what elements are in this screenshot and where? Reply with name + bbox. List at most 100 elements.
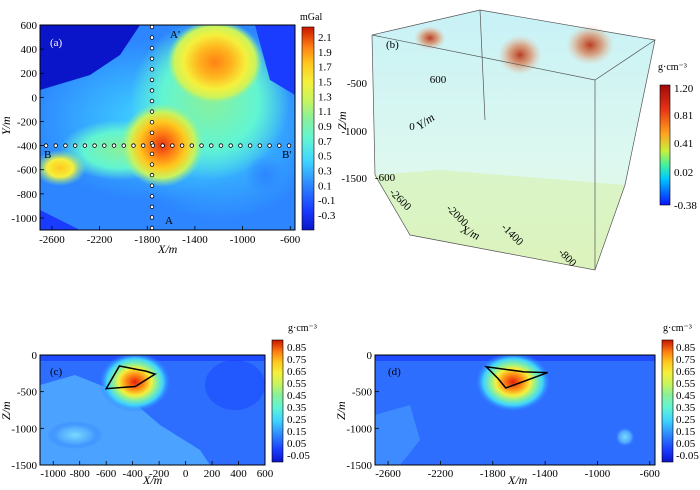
panel-c-colorbar — [271, 339, 284, 463]
profile-point — [82, 143, 88, 148]
panel-c-section — [40, 355, 265, 465]
panel-a-colorbar-labels: 2.1 1.9 1.7 1.5 1.3 1.1 0.9 0.7 0.5 0.3 0.1 -0.1 -0.… — [318, 32, 336, 222]
profile-point — [179, 143, 185, 148]
x-tick-label: -400 — [123, 468, 144, 480]
x-tick-label: -1400 — [182, 234, 208, 246]
panel-d-xlabel: X/m — [507, 473, 528, 487]
panel-d: (d) -2600 -2200 -1800 -1400 -1000 -600 0 -500 -… — [334, 323, 699, 487]
panel-d-body-outline — [484, 365, 548, 389]
panel-b-colorbar-title: g·cm⁻³ — [658, 62, 687, 73]
label-a-prime: A' — [170, 29, 180, 41]
panel-c-colorbar-title: g·cm⁻³ — [288, 323, 317, 334]
panel-c-tag: (c) — [50, 366, 63, 378]
profile-point — [277, 143, 282, 148]
colorbar-label: 0.75 — [676, 354, 696, 366]
panel-d-x-ticks: -2600 -2200 -1800 -1400 -1000 -600 — [375, 461, 660, 480]
x-tick-label: -600 — [96, 468, 117, 480]
colorbar-label: 2.1 — [318, 32, 332, 44]
x-tick-label: -1000 — [585, 468, 611, 480]
profile-point — [149, 35, 155, 40]
profile-point — [149, 56, 155, 61]
panel-a-tag: (a) — [50, 37, 63, 49]
profile-point — [189, 143, 194, 148]
colorbar-label: 0.7 — [318, 136, 332, 148]
colorbar-label: 0.55 — [287, 378, 307, 390]
panel-a-frame — [39, 24, 296, 231]
panel-d-y-ticks: 0 -500 -1000 -1500 — [346, 350, 379, 472]
profile-point — [149, 151, 155, 157]
y-tick-label: 0 — [409, 121, 415, 133]
y-tick-label: -200 — [17, 116, 38, 128]
panel-d-ylabel: Z/m — [334, 401, 348, 420]
panel-a-y-ticks: 600 400 200 0 -200 -400 -600 -800 -1000 — [11, 20, 44, 225]
y-tick-label: -1000 — [346, 423, 372, 435]
y-tick-label: -500 — [17, 387, 38, 399]
profile-point — [149, 120, 155, 125]
panel-a-colorbar-title: mGal — [300, 12, 322, 23]
panel-d-frame — [374, 354, 656, 466]
profile-point — [286, 143, 292, 148]
y-tick-label: -500 — [352, 387, 373, 399]
profile-point — [140, 143, 146, 148]
profile-point — [72, 143, 78, 148]
colorbar-label: 0.5 — [318, 151, 332, 163]
profile-point — [149, 130, 155, 135]
y-tick-label: -600 — [375, 172, 396, 184]
colorbar-label: -0.3 — [318, 210, 336, 222]
colorbar-label: 0.25 — [287, 414, 307, 426]
profile-point — [150, 143, 156, 148]
label-a: A — [165, 215, 173, 227]
y-tick-label: -800 — [17, 189, 38, 201]
panel-a-ylabel: Y/m — [0, 116, 13, 135]
colorbar-label: 0.55 — [676, 378, 696, 390]
panel-a: (a) A' A B B' -2600 -2200 -1800 -1400 -1000-… — [0, 12, 336, 256]
profile-point — [170, 143, 175, 148]
profile-point — [257, 143, 263, 148]
z-tick-label: -1500 — [341, 173, 367, 185]
y-tick-label: 0 — [32, 350, 38, 362]
profile-point — [149, 225, 155, 231]
volume-bottom — [375, 170, 625, 270]
colorbar-label: -0.05 — [676, 450, 699, 462]
profile-point — [209, 143, 214, 148]
colorbar-label: 0.15 — [676, 426, 696, 438]
colorbar-label: -0.38 — [674, 200, 697, 212]
colorbar-label: 0.05 — [287, 438, 307, 450]
colorbar-label: 0.45 — [676, 390, 696, 402]
y-tick-label: 0 — [32, 92, 38, 104]
profile-point — [149, 215, 155, 220]
profile-point — [149, 24, 155, 30]
colorbar-label: 0.85 — [287, 342, 307, 354]
colorbar-label: 1.7 — [318, 62, 332, 74]
panel-b-colorbar-labels: 1.20 0.81 0.41 0.02 -0.38 — [674, 83, 697, 212]
panel-a-xlabel: X/m — [157, 242, 178, 256]
colorbar-label: 0.02 — [674, 167, 693, 179]
panel-c-x-ticks: -1000 -800 -600 -400 -200 0 200 400 600 — [40, 461, 274, 480]
panel-d-tag: (d) — [388, 366, 401, 378]
profile-point — [149, 67, 155, 72]
profile-point — [160, 143, 165, 148]
profile-point — [102, 143, 107, 148]
panel-b-tag: (b) — [386, 39, 399, 51]
x-tick-label: 200 — [204, 468, 221, 480]
colorbar-label: 1.20 — [674, 83, 694, 95]
label-b: B — [44, 149, 51, 161]
profile-point — [121, 143, 126, 148]
volume-anomaly-2 — [498, 35, 542, 75]
profile-point — [199, 143, 204, 148]
profile-point — [149, 194, 155, 199]
x-tick-label: 600 — [257, 468, 274, 480]
volume-anomaly-1 — [414, 26, 446, 50]
panel-c-xlabel: X/m — [142, 473, 163, 487]
colorbar-label: 1.3 — [318, 91, 332, 103]
panel-b-y-ticks: -600 0 600 — [375, 74, 447, 184]
x-tick-label: -1000 — [40, 468, 66, 480]
panel-a-x-ticks: -2600 -2200 -1800 -1400 -1000 -600 — [39, 226, 301, 246]
profile-point — [149, 204, 155, 210]
profile-point — [238, 143, 243, 148]
profile-point — [149, 172, 155, 178]
profile-point — [247, 143, 253, 148]
panel-d-colorbar-labels: 0.850.750.650.550.450.350.250.150.05-0.0… — [676, 342, 699, 462]
colorbar-label: 1.9 — [318, 47, 332, 59]
